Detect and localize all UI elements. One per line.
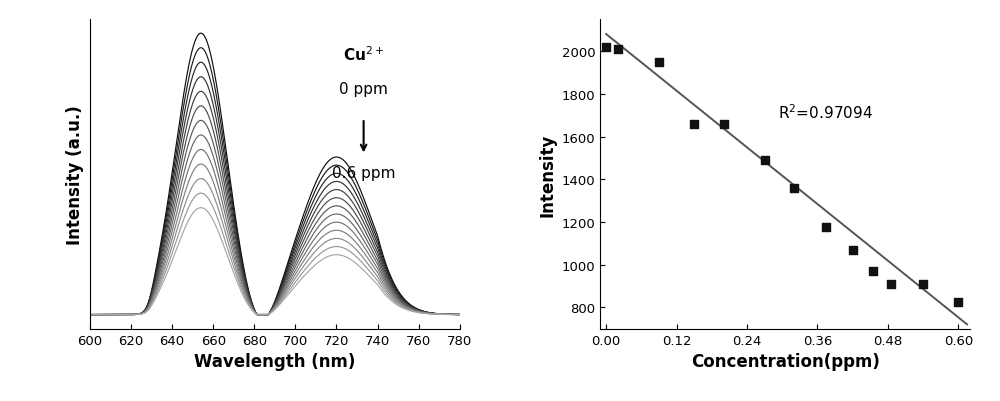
Point [950,299,966,306]
X-axis label: Wavelength (nm): Wavelength (nm) [194,352,356,370]
Y-axis label: Intensity: Intensity [538,133,556,216]
Point [716,121,732,128]
Point [915,281,931,287]
Text: R$^2$=0.97094: R$^2$=0.97094 [778,103,873,122]
Point [818,225,834,231]
Text: 0 ppm: 0 ppm [339,82,388,97]
Point [865,268,881,275]
Point [610,47,626,53]
Point [651,59,667,66]
Point [598,45,614,51]
Point [883,281,899,287]
Text: 0.6 ppm: 0.6 ppm [332,165,395,180]
Point [786,185,802,192]
Point [845,247,861,253]
Point [686,121,702,128]
Text: Cu$^{2+}$: Cu$^{2+}$ [343,45,384,63]
Point [757,157,773,164]
X-axis label: Concentration(ppm): Concentration(ppm) [691,352,880,370]
Y-axis label: Intensity (a.u.): Intensity (a.u.) [66,105,84,244]
